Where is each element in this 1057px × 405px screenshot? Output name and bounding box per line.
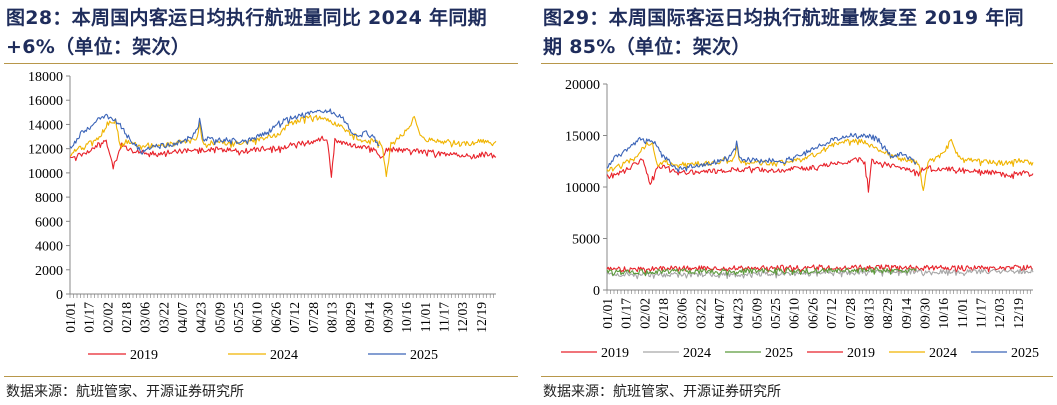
y-tick-label: 5000 xyxy=(572,233,600,248)
x-tick-label: 06/26 xyxy=(805,298,820,329)
x-tick-label: 04/07 xyxy=(712,298,727,329)
x-tick-label: 08/13 xyxy=(861,298,876,329)
x-tick-label: 03/22 xyxy=(693,298,708,329)
divider-bottom xyxy=(4,376,518,377)
legend-label: 2024 xyxy=(929,346,957,361)
legend: 2019 2024 2025 xyxy=(88,348,438,363)
series-line xyxy=(69,135,497,178)
x-tick-label: 04/23 xyxy=(194,302,209,333)
series-line xyxy=(606,267,917,277)
x-tick-marks xyxy=(606,290,1031,294)
title-line-1: 图28：本周国内客运日均执行航班量同比 2024 年同期 xyxy=(6,7,487,29)
y-tick-label: 2000 xyxy=(35,264,63,279)
y-tick-label: 14000 xyxy=(28,118,63,133)
y-tick-label: 8000 xyxy=(35,191,63,206)
y-tick-label: 10000 xyxy=(28,167,63,182)
legend: 2019 2024 2025 2019 2024 2025 xyxy=(561,346,1039,361)
x-tick-label: 08/29 xyxy=(880,298,895,329)
x-tick-label: 11/01 xyxy=(955,298,970,328)
x-tick-label: 12/19 xyxy=(474,302,489,333)
series-line xyxy=(606,132,917,173)
x-tick-label: 11/17 xyxy=(974,298,989,328)
chart-panel-international: 图29：本周国际客运日均执行航班量恢复至 2019 年同 期 85%（单位：架次… xyxy=(537,0,1057,405)
x-tick-label: 05/09 xyxy=(749,298,764,329)
legend-label: 2024 xyxy=(270,348,298,363)
x-tick-label: 04/07 xyxy=(175,302,190,333)
y-tick-label: 0 xyxy=(593,284,600,299)
y-tick-label: 0 xyxy=(56,288,63,303)
x-tick-label: 12/03 xyxy=(455,302,470,333)
legend-label: 2019 xyxy=(847,346,875,361)
x-tick-label: 01/01 xyxy=(600,298,615,329)
series-line xyxy=(606,268,1034,280)
series-line xyxy=(70,114,497,178)
chart-title: 图28：本周国内客运日均执行航班量同比 2024 年同期 +6%（单位：架次） xyxy=(6,4,487,62)
legend-label: 2025 xyxy=(765,346,793,361)
international-line-chart: 0 5000 10000 15000 20000 01/01 01/17 02/02 02/18… xyxy=(561,78,1039,361)
divider-top xyxy=(541,63,1053,64)
y-tick-label: 6000 xyxy=(35,215,63,230)
divider-bottom xyxy=(541,376,1053,377)
x-tick-label: 08/13 xyxy=(324,302,339,333)
x-tick-label: 05/25 xyxy=(768,298,783,329)
x-tick-label: 09/30 xyxy=(381,302,396,333)
y-tick-label: 16000 xyxy=(28,94,63,109)
x-tick-label: 10/16 xyxy=(399,302,414,333)
x-tick-label: 09/14 xyxy=(362,302,377,333)
title-line-2: +6%（单位：架次） xyxy=(6,36,191,58)
legend-label: 2019 xyxy=(130,348,158,363)
x-tick-label: 01/17 xyxy=(619,298,634,329)
y-tick-label: 20000 xyxy=(565,78,600,93)
x-tick-label: 07/28 xyxy=(843,298,858,329)
x-tick-label: 10/16 xyxy=(936,298,951,329)
x-tick-label: 09/14 xyxy=(899,298,914,329)
series-line xyxy=(606,138,1034,192)
y-tick-label: 4000 xyxy=(35,240,63,255)
series-line xyxy=(606,157,1034,193)
x-tick-label: 02/18 xyxy=(119,302,134,333)
x-tick-label: 08/29 xyxy=(343,302,358,333)
x-tick-label: 11/01 xyxy=(418,302,433,332)
x-tick-marks xyxy=(69,294,494,298)
y-tick-label: 15000 xyxy=(565,130,600,145)
legend-label: 2025 xyxy=(410,348,438,363)
x-tick-label: 07/12 xyxy=(824,298,839,329)
x-tick-label: 09/30 xyxy=(918,298,933,329)
x-tick-label: 02/18 xyxy=(656,298,671,329)
legend-label: 2024 xyxy=(683,346,711,361)
x-tick-label: 02/02 xyxy=(637,298,652,329)
x-tick-label: 06/10 xyxy=(787,298,802,329)
x-tick-label: 06/26 xyxy=(268,302,283,333)
x-tick-label: 01/01 xyxy=(63,302,78,333)
x-tick-label: 07/28 xyxy=(306,302,321,333)
x-tick-label: 05/25 xyxy=(231,302,246,333)
x-tick-label: 06/10 xyxy=(250,302,265,333)
x-tick-label: 11/17 xyxy=(437,302,452,332)
y-tick-label: 10000 xyxy=(565,181,600,196)
x-tick-label: 03/22 xyxy=(156,302,171,333)
title-line-2: 期 85%（单位：架次） xyxy=(543,36,751,58)
x-tick-label: 03/06 xyxy=(138,302,153,333)
y-tick-label: 18000 xyxy=(28,70,63,85)
series-line xyxy=(69,108,380,155)
divider-top xyxy=(4,63,518,64)
x-tick-label: 04/23 xyxy=(731,298,746,329)
x-tick-label: 05/09 xyxy=(212,302,227,333)
legend-label: 2025 xyxy=(1011,346,1039,361)
x-tick-label: 03/06 xyxy=(675,298,690,329)
chart-title: 图29：本周国际客运日均执行航班量恢复至 2019 年同 期 85%（单位：架次… xyxy=(543,4,1024,62)
x-tick-label: 12/03 xyxy=(992,298,1007,329)
source-note: 数据来源：航班管家、开源证券研究所 xyxy=(6,384,244,400)
y-tick-label: 12000 xyxy=(28,143,63,158)
title-line-1: 图29：本周国际客运日均执行航班量恢复至 2019 年同 xyxy=(543,7,1024,29)
domestic-line-chart: 0 2000 4000 6000 8000 10000 12000 14000 16000 180… xyxy=(28,70,497,363)
x-tick-label: 07/12 xyxy=(287,302,302,333)
x-tick-label: 01/17 xyxy=(82,302,97,333)
source-note: 数据来源：航班管家、开源证券研究所 xyxy=(543,384,781,400)
x-tick-label: 12/19 xyxy=(1011,298,1026,329)
x-tick-label: 02/02 xyxy=(100,302,115,333)
legend-label: 2019 xyxy=(601,346,629,361)
chart-panel-domestic: 图28：本周国内客运日均执行航班量同比 2024 年同期 +6%（单位：架次） … xyxy=(0,0,522,405)
